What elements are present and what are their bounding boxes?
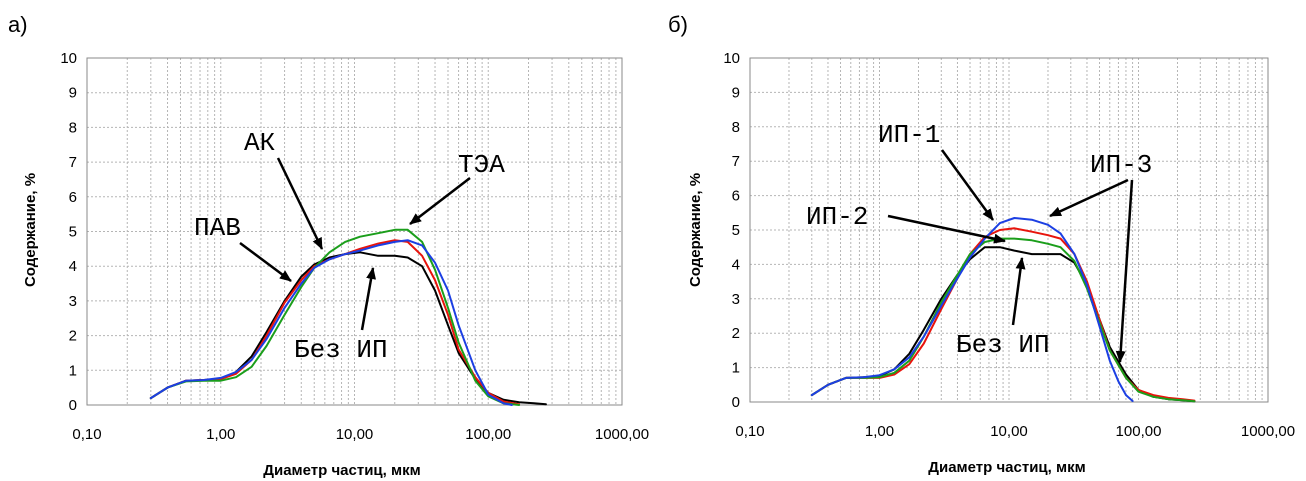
y-tick-label: 2 [732,325,740,342]
annotation-tea: ТЭА [458,150,505,180]
y-tick-label: 5 [732,222,740,239]
y-tick-label: 8 [732,119,740,136]
annotation-bez-ip-b: Без ИП [956,330,1050,360]
arrow-ip3-a [1049,178,1129,218]
y-tick-label: 1 [69,362,77,379]
plot-area-frame [749,57,1269,403]
grid-a [86,57,623,406]
y-tick-label: 5 [69,224,77,241]
y-tick-label: 4 [732,256,740,273]
y-tick-label: 0 [732,394,740,411]
arrow-bez-ip-b [1011,257,1026,326]
y-tick-label: 7 [69,154,77,171]
annotation-bez-ip-a: Без ИП [294,335,388,365]
series-line-b-3 [810,237,1196,403]
annotation-ip1: ИП-1 [878,120,940,150]
x-tick-label: 100,00 [465,426,511,443]
y-ticks-a: 0 1 2 3 4 5 6 7 8 9 10 [60,50,77,414]
arrow-pav [239,241,292,283]
arrow-ip2 [887,214,1006,244]
y-tick-label: 4 [69,258,77,275]
annotation-ak: АК [244,128,275,158]
annotation-ip3: ИП-3 [1090,150,1152,180]
annotation-pav: ПАВ [194,213,241,243]
series-line-a-3 [149,228,521,406]
y-tick-label: 0 [69,397,77,414]
series-b [810,217,1196,403]
x-ticks-a: 0,10 1,00 10,00 100,00 1000,00 [72,426,649,443]
x-tick-label: 1,00 [865,423,894,440]
x-tick-label: 0,10 [735,423,764,440]
x-axis-label-a: Диаметр частиц, мкм [263,462,420,479]
arrow-bez-ip-a [360,267,377,331]
series-line-b-4 [810,217,1134,402]
x-tick-label: 100,00 [1116,423,1162,440]
y-tick-label: 10 [723,50,740,67]
y-axis-label-b: Содержание, % [687,173,704,287]
y-tick-label: 9 [732,84,740,101]
annotation-ip2: ИП-2 [806,202,868,232]
y-tick-label: 3 [732,291,740,308]
arrow-ip3-b [1115,179,1134,363]
panel-label-a: а) [8,12,28,37]
y-tick-label: 1 [732,360,740,377]
x-tick-label: 10,00 [336,426,374,443]
y-ticks-b: 0 1 2 3 4 5 6 7 8 9 10 [723,50,740,411]
y-tick-label: 6 [69,189,77,206]
x-tick-label: 1000,00 [595,426,649,443]
grid-b [749,57,1269,403]
x-tick-label: 10,00 [990,423,1028,440]
arrow-ip1 [940,149,995,221]
y-axis-label-a: Содержание, % [22,173,39,287]
y-tick-label: 6 [732,188,740,205]
chart-panel-b: б) 0 1 2 3 4 5 6 7 8 9 10 0,10 1,00 10,00 100,00 1000,… [668,12,1295,476]
y-tick-label: 7 [732,153,740,170]
x-ticks-b: 0,10 1,00 10,00 100,00 1000,00 [735,423,1295,440]
y-tick-label: 2 [69,328,77,345]
x-axis-label-b: Диаметр частиц, мкм [928,459,1085,476]
arrow-ak [276,157,324,250]
plot-area-frame [86,57,623,406]
chart-panel-a: а) 0 1 2 3 4 5 6 7 8 9 10 0,10 1,00 10,00 100,00 1000,… [8,12,649,479]
x-tick-label: 1,00 [206,426,235,443]
x-tick-label: 0,10 [72,426,101,443]
y-tick-label: 8 [69,119,77,136]
y-tick-label: 3 [69,293,77,310]
y-tick-label: 10 [60,50,77,67]
panel-label-b: б) [668,12,688,37]
arrow-tea [409,177,471,225]
x-tick-label: 1000,00 [1241,423,1295,440]
series-line-a-4 [149,239,513,406]
y-tick-label: 9 [69,85,77,102]
series-a [149,228,547,406]
